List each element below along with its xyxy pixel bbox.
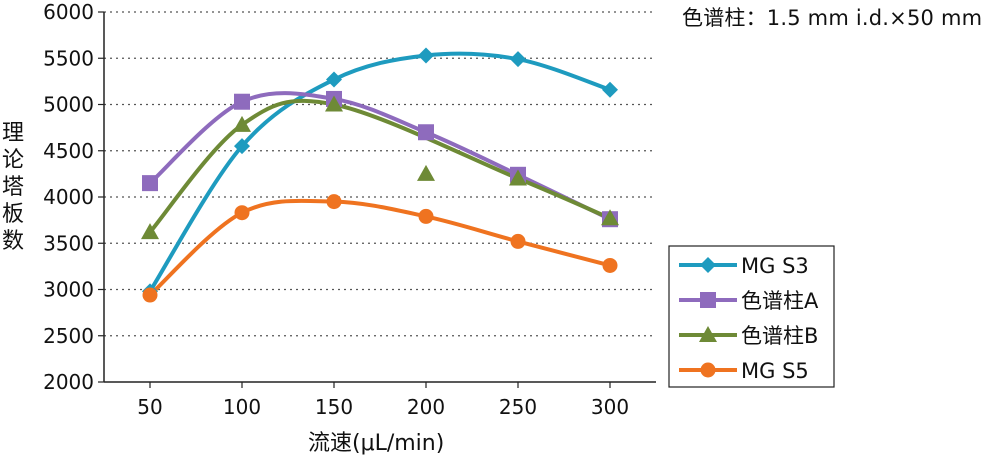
y-tick-label: 4000 xyxy=(43,185,94,209)
y-tick-label: 6000 xyxy=(43,0,94,24)
y-tick-label: 2000 xyxy=(43,370,94,394)
legend-marker xyxy=(700,257,716,273)
tick-labels: 2000 2500 3000 3500 4000 4500 5000 5500 6000 50 10… xyxy=(43,0,629,419)
axes xyxy=(98,11,656,388)
legend-label: MG S3 xyxy=(741,254,809,278)
x-tick-label: 300 xyxy=(591,395,629,419)
y-tick-label: 2500 xyxy=(43,324,94,348)
data-markers xyxy=(141,47,619,303)
y-axis-label-char: 数 xyxy=(1,229,24,254)
data-point xyxy=(602,81,618,98)
data-point xyxy=(142,287,158,303)
legend-label: 色谱柱B xyxy=(741,324,818,348)
data-point xyxy=(510,233,526,249)
y-axis-label-char: 论 xyxy=(1,148,24,173)
series-line xyxy=(148,98,612,235)
column-spec-note: 色谱柱：1.5 mm i.d.×50 mm xyxy=(682,6,983,30)
y-tick-label: 3000 xyxy=(43,278,94,302)
y-tick-label: 5000 xyxy=(43,93,94,117)
y-axis-label-char: 塔 xyxy=(1,175,24,200)
data-point xyxy=(326,71,342,88)
series-line xyxy=(148,198,612,298)
y-tick-label: 3500 xyxy=(43,231,94,255)
y-axis-label-char: 理 xyxy=(1,121,24,146)
data-point xyxy=(510,51,526,68)
x-tick-label: 250 xyxy=(499,395,537,419)
data-point xyxy=(141,223,159,240)
series-line xyxy=(148,51,612,294)
legend-marker xyxy=(700,292,716,308)
legend: MG S3 色谱柱A 色谱柱B MG S5 xyxy=(668,245,835,388)
data-point xyxy=(418,124,434,141)
y-tick-label: 4500 xyxy=(43,139,94,163)
y-tick-label: 5500 xyxy=(43,46,94,70)
series-lines xyxy=(148,51,612,298)
data-point xyxy=(602,257,618,273)
x-axis-label: 流速(μL/min) xyxy=(308,431,445,456)
data-point xyxy=(601,209,619,226)
data-point xyxy=(418,47,434,64)
x-tick-label: 50 xyxy=(137,395,162,419)
data-point xyxy=(234,205,250,221)
y-axis-label: 理论塔板数 xyxy=(0,120,26,255)
data-point xyxy=(325,95,343,112)
x-tick-label: 100 xyxy=(223,395,261,419)
series-line xyxy=(148,91,612,222)
legend-box xyxy=(668,245,835,388)
data-point xyxy=(234,93,250,110)
data-point xyxy=(509,169,527,186)
data-point xyxy=(142,175,158,192)
data-point xyxy=(234,138,250,155)
legend-marker xyxy=(699,326,717,342)
legend-label: MG S5 xyxy=(741,359,809,383)
legend-label: 色谱柱A xyxy=(741,289,819,313)
data-point xyxy=(417,164,435,181)
x-tick-label: 150 xyxy=(315,395,353,419)
grid-lines xyxy=(104,11,656,337)
data-point xyxy=(326,194,342,210)
data-point xyxy=(418,208,434,224)
data-point xyxy=(233,115,251,132)
legend-marker xyxy=(700,362,716,378)
x-tick-label: 200 xyxy=(407,395,445,419)
y-axis-label-char: 板 xyxy=(1,202,24,227)
